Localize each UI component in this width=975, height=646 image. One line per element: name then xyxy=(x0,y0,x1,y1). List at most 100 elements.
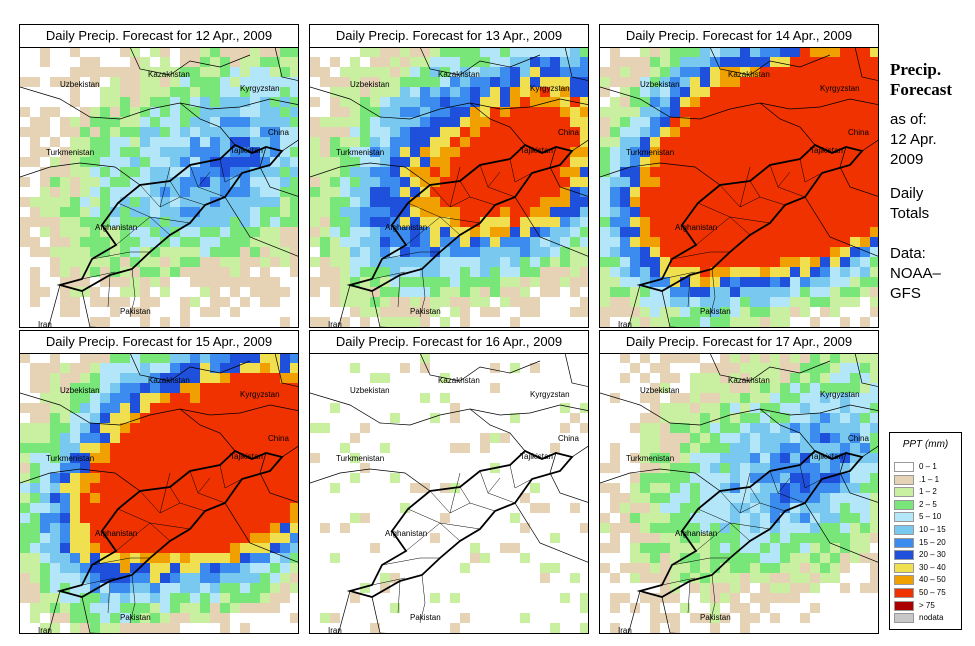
precip-cell xyxy=(820,353,830,363)
precip-cell xyxy=(400,217,410,227)
precip-cell xyxy=(230,493,240,503)
precip-cell xyxy=(740,297,750,307)
precip-cell xyxy=(330,57,340,67)
precip-cell xyxy=(280,77,290,87)
precip-cell xyxy=(680,137,690,147)
precip-cell xyxy=(60,433,70,443)
precip-cell xyxy=(750,493,760,503)
precip-cell xyxy=(640,317,650,327)
precip-cell xyxy=(290,463,298,473)
precip-cell xyxy=(170,237,180,247)
country-border xyxy=(81,290,98,327)
precip-cell xyxy=(680,227,690,237)
precip-cell xyxy=(350,177,360,187)
precip-cell xyxy=(30,297,40,307)
precip-cell xyxy=(20,543,30,553)
precip-cell xyxy=(20,583,30,593)
precip-cell xyxy=(650,287,660,297)
precip-cell xyxy=(510,297,520,307)
precip-cell xyxy=(840,247,850,257)
precip-cell xyxy=(110,423,120,433)
precip-cell xyxy=(70,493,80,503)
precip-cell xyxy=(70,157,80,167)
precip-cell xyxy=(530,257,540,267)
precip-cell xyxy=(380,247,390,257)
precip-cell xyxy=(570,137,580,147)
precip-cell xyxy=(170,147,180,157)
precip-cell xyxy=(160,227,170,237)
precip-cell xyxy=(370,227,380,237)
country-border xyxy=(310,162,431,186)
precip-cell xyxy=(210,147,220,157)
precip-cell xyxy=(210,187,220,197)
precip-cell xyxy=(310,257,320,267)
precip-cell xyxy=(60,373,70,383)
country-border xyxy=(861,445,878,458)
precip-cell xyxy=(820,553,830,563)
precip-cell xyxy=(120,403,130,413)
precip-cell xyxy=(280,197,290,207)
precip-cell xyxy=(30,217,40,227)
precip-cell xyxy=(570,197,580,207)
precip-cell xyxy=(490,287,500,297)
precip-cell xyxy=(90,483,100,493)
precip-cell xyxy=(220,563,230,573)
precip-cell xyxy=(260,107,270,117)
precip-cell xyxy=(800,433,810,443)
country-border xyxy=(854,353,878,387)
precip-cell xyxy=(380,67,390,77)
precip-cell xyxy=(280,413,290,423)
precip-cell xyxy=(160,383,170,393)
legend-swatch xyxy=(894,487,914,498)
precip-cell xyxy=(250,287,260,297)
precip-cell xyxy=(760,67,770,77)
precip-cell xyxy=(820,363,830,373)
precip-cell xyxy=(90,317,100,327)
country-label-afghanistan: Afghanistan xyxy=(675,223,717,232)
precip-cell xyxy=(830,297,840,307)
precip-cell xyxy=(240,267,250,277)
precip-cell xyxy=(310,177,320,187)
precip-cell xyxy=(110,553,120,563)
precip-cell xyxy=(220,237,230,247)
precip-cell xyxy=(80,67,90,77)
precip-cell xyxy=(390,57,400,67)
precip-cell xyxy=(820,463,830,473)
precip-cell xyxy=(780,217,790,227)
precip-cell xyxy=(180,207,190,217)
precip-cell xyxy=(270,353,280,363)
precip-cell xyxy=(700,257,710,267)
precip-cell xyxy=(220,137,230,147)
precip-cell xyxy=(660,513,670,523)
precip-cell xyxy=(820,227,830,237)
precip-cell xyxy=(850,297,860,307)
precip-cell xyxy=(200,443,210,453)
precip-cell xyxy=(390,197,400,207)
legend-label: 15 – 20 xyxy=(919,537,946,547)
precip-cell xyxy=(430,287,440,297)
precip-cell xyxy=(100,147,110,157)
precip-cell xyxy=(40,177,50,187)
precip-cell xyxy=(810,583,820,593)
precip-cell xyxy=(860,463,870,473)
precip-cell xyxy=(50,167,60,177)
precip-cell xyxy=(280,217,290,227)
precip-cell xyxy=(80,117,90,127)
precip-cell xyxy=(690,613,700,623)
precip-cell xyxy=(690,443,700,453)
precip-cell xyxy=(640,147,650,157)
precip-cell xyxy=(130,573,140,583)
precip-cell xyxy=(640,237,650,247)
precip-cell xyxy=(100,187,110,197)
precip-cell xyxy=(150,543,160,553)
precip-cell xyxy=(420,317,430,327)
legend-item: 1 – 2 xyxy=(894,486,960,498)
precip-cell xyxy=(50,353,60,363)
precip-cell xyxy=(490,227,500,237)
precip-cell xyxy=(830,393,840,403)
precip-cell xyxy=(230,137,240,147)
precip-cell xyxy=(850,533,860,543)
precip-cell xyxy=(90,177,100,187)
precip-cell xyxy=(870,443,878,453)
precip-cell xyxy=(610,573,620,583)
